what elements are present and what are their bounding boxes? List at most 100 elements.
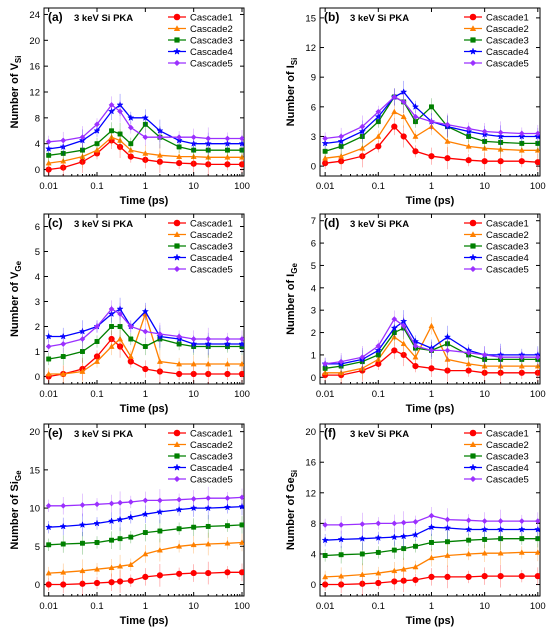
data-point-cascade3	[80, 349, 85, 354]
data-point-cascade1	[518, 158, 525, 165]
data-point-cascade5	[322, 521, 329, 528]
data-point-cascade5	[338, 521, 345, 528]
x-tick-label: 0.1	[90, 389, 103, 400]
data-point-cascade4	[93, 519, 101, 527]
legend-marker	[469, 47, 477, 55]
data-point-cascade2	[391, 333, 398, 340]
data-point-cascade1	[534, 573, 540, 580]
data-area	[45, 297, 244, 384]
data-point-cascade2	[375, 569, 382, 576]
data-point-cascade4	[534, 132, 540, 140]
data-point-cascade2	[127, 353, 134, 359]
x-tick-label: 0.01	[316, 181, 335, 192]
panel-subtitle: 3 keV Si PKA	[74, 13, 133, 24]
y-tick-label: 6	[35, 222, 40, 233]
data-point-cascade4	[411, 530, 420, 538]
data-point-cascade2	[400, 566, 407, 572]
legend-marker	[469, 441, 477, 447]
data-point-cascade5	[400, 519, 407, 526]
data-point-cascade5	[534, 130, 540, 137]
data-point-cascade5	[79, 336, 86, 342]
data-point-cascade4	[141, 510, 149, 518]
legend-label: Cascade5	[190, 475, 233, 486]
data-point-cascade3	[224, 523, 230, 529]
data-point-cascade4	[411, 102, 420, 110]
series-line-cascade2	[325, 324, 538, 374]
y-tick-label: 8	[311, 519, 316, 530]
data-point-cascade2	[224, 360, 231, 367]
data-point-cascade1	[190, 370, 197, 378]
series-line-cascade2	[325, 551, 538, 578]
data-point-cascade5	[117, 499, 124, 506]
x-tick-label: 1	[429, 181, 434, 192]
data-point-cascade1	[156, 158, 163, 165]
data-point-cascade1	[481, 158, 488, 165]
data-point-cascade4	[400, 317, 408, 325]
data-point-cascade4	[496, 525, 505, 533]
data-point-cascade2	[238, 154, 244, 160]
data-point-cascade2	[79, 153, 86, 159]
data-point-cascade1	[428, 573, 435, 580]
data-point-cascade5	[79, 134, 86, 141]
data-point-cascade5	[127, 499, 134, 505]
data-point-cascade5	[205, 336, 212, 342]
data-point-cascade3	[375, 352, 381, 358]
data-point-cascade3	[322, 553, 328, 558]
data-point-cascade2	[176, 360, 183, 367]
plot-frame	[319, 7, 541, 177]
data-point-cascade4	[337, 535, 345, 543]
data-point-cascade1	[79, 158, 86, 165]
legend-marker	[174, 453, 180, 459]
legend-marker	[174, 37, 180, 43]
data-point-cascade4	[127, 114, 135, 121]
legend-marker	[173, 463, 181, 471]
data-point-cascade2	[481, 145, 488, 151]
data-point-cascade1	[205, 569, 212, 577]
data-point-cascade3	[322, 365, 328, 371]
data-point-cascade5	[375, 343, 382, 349]
data-point-cascade1	[60, 581, 67, 588]
legend-marker	[173, 47, 181, 55]
data-point-cascade4	[238, 139, 244, 147]
data-point-cascade5	[428, 512, 435, 519]
data-point-cascade1	[224, 161, 231, 168]
data-point-cascade3	[224, 147, 230, 153]
series-line-cascade4	[48, 104, 242, 150]
data-point-cascade4	[443, 524, 452, 532]
panel-subtitle: 3 keV Si PKA	[350, 219, 409, 230]
data-point-cascade4	[45, 332, 53, 340]
data-point-cascade1	[176, 159, 183, 167]
data-point-cascade4	[116, 305, 124, 313]
y-axis-label-main: Number of I	[285, 274, 297, 335]
data-point-cascade2	[428, 123, 435, 129]
data-point-cascade1	[142, 573, 149, 580]
data-point-cascade3	[482, 138, 488, 144]
data-point-cascade4	[238, 502, 244, 510]
legend-label: Cascade2	[190, 24, 233, 35]
x-tick-label: 0.1	[372, 601, 385, 612]
plot-frame	[43, 213, 245, 385]
panel-e: 0.01 0.1 1 10 100 Time (ps) 0 5 10 15 20 Number of …	[9, 423, 250, 627]
data-point-cascade5	[444, 347, 451, 354]
legend-marker	[173, 231, 181, 237]
data-point-cascade2	[481, 362, 488, 369]
data-point-cascade2	[400, 113, 407, 120]
data-point-cascade3	[176, 526, 182, 532]
y-tick-label: 16	[29, 62, 40, 73]
data-point-cascade3	[46, 542, 52, 548]
data-point-cascade2	[518, 549, 525, 555]
data-point-cascade5	[94, 121, 100, 128]
y-tick-label: 3	[311, 132, 316, 143]
y-tick-label: 0	[311, 373, 316, 384]
data-point-cascade5	[94, 501, 100, 508]
data-point-cascade2	[534, 549, 540, 555]
data-point-cascade4	[238, 340, 244, 348]
data-point-cascade5	[518, 130, 525, 137]
data-point-cascade1	[497, 158, 504, 165]
data-point-cascade5	[205, 135, 212, 142]
y-axis-label: Number of GeSi	[285, 470, 299, 550]
y-tick-label: 15	[29, 465, 40, 476]
data-point-cascade1	[156, 572, 163, 579]
x-tick-label: 0.01	[39, 389, 58, 400]
legend-marker	[173, 253, 181, 261]
